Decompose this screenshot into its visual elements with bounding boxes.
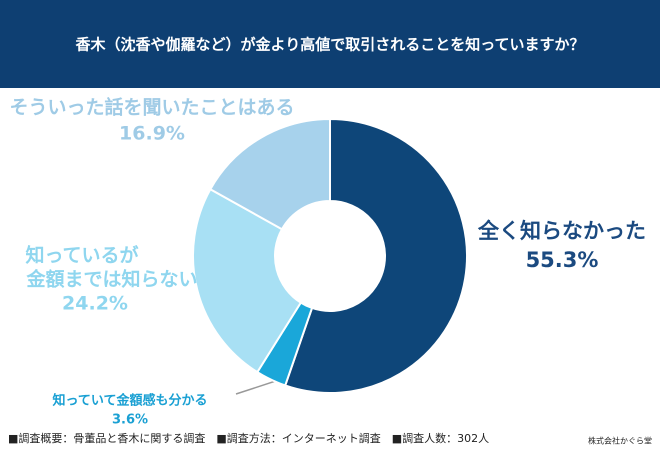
value-label: 24.2% [62, 293, 128, 315]
category-label: そういった話を聞いたことはある [9, 96, 294, 119]
value-label: 16.9% [119, 123, 185, 145]
value-label: 55.3% [526, 248, 599, 272]
chart-title: 香木（沈香や伽羅など）が金より高値で取引されることを知っていますか？ [76, 36, 585, 54]
category-label: 知っているが [25, 244, 138, 267]
category-label: 知っていて金額感も分かる [53, 393, 208, 409]
header-bar [0, 0, 660, 88]
source: 株式会社かぐら堂 [588, 436, 652, 446]
value-label: 3.6% [112, 413, 148, 428]
category-label: 全く知らなかった [477, 219, 646, 243]
category-label: 金額までは知らない [25, 268, 197, 291]
donut-segment [192, 187, 303, 374]
footnote: ■調査概要：骨董品と香木に関する調査 ■調査方法：インターネット調査 ■調査人数… [8, 431, 489, 445]
donut-segment [209, 117, 331, 231]
